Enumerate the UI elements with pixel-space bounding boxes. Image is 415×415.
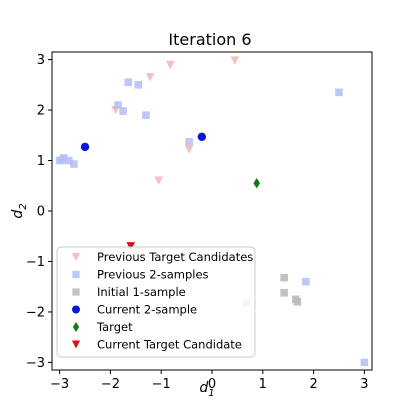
x-tick-label: 1 bbox=[259, 377, 267, 392]
x-tick-label: 2 bbox=[309, 377, 317, 392]
previous-2-samples-point bbox=[302, 277, 310, 286]
initial-1-sample-point bbox=[293, 298, 302, 306]
previous-2-samples-point bbox=[114, 101, 122, 109]
legend: Previous Target Candidates Previous 2-sam… bbox=[56, 246, 256, 358]
previous-2-samples-point bbox=[360, 358, 369, 367]
legend-label-previous-target-candidates: Previous Target Candidates bbox=[97, 250, 253, 264]
previous-target-candidates-point bbox=[184, 145, 194, 154]
previous-target-candidates-point bbox=[166, 60, 175, 70]
initial-1-sample-point bbox=[280, 273, 288, 282]
legend-label-previous-2-samples: Previous 2-samples bbox=[97, 268, 209, 282]
x-tick-label: −1 bbox=[152, 377, 171, 392]
target-point bbox=[253, 178, 260, 189]
previous-2-samples-point bbox=[119, 107, 127, 115]
x-tick-label: −3 bbox=[50, 377, 69, 392]
legend-marker-current-2-sample bbox=[72, 305, 80, 314]
legend-marker-current-target-candidate bbox=[71, 340, 81, 349]
legend-label-current-2-sample: Current 2-sample bbox=[97, 303, 197, 317]
legend-label-target: Target bbox=[96, 320, 133, 334]
previous-target-candidates-point bbox=[154, 176, 163, 185]
previous-target-candidates-point bbox=[230, 56, 240, 65]
legend-marker-initial-1-sample bbox=[72, 288, 80, 296]
legend-box bbox=[56, 246, 256, 358]
previous-2-samples-point bbox=[64, 156, 73, 165]
current-target-candidate-point bbox=[126, 242, 136, 251]
x-axis-label: d1 bbox=[199, 380, 214, 399]
previous-2-samples-point bbox=[185, 138, 193, 146]
y-tick-label: 0 bbox=[37, 205, 45, 220]
legend-marker-previous-2-samples bbox=[72, 270, 80, 279]
previous-2-samples-point bbox=[134, 81, 143, 89]
data-points bbox=[55, 56, 369, 367]
previous-2-samples-point bbox=[70, 160, 78, 168]
y-tick-label: −3 bbox=[26, 356, 45, 371]
previous-2-samples-point bbox=[335, 88, 343, 97]
y-tick-label: −2 bbox=[26, 305, 45, 320]
legend-label-current-target-candidate: Current Target Candidate bbox=[97, 338, 242, 352]
y-tick-label: 1 bbox=[37, 154, 45, 169]
chart-title: Iteration 6 bbox=[168, 30, 251, 49]
previous-2-samples-point bbox=[58, 156, 66, 164]
legend-marker-previous-target-candidates bbox=[71, 253, 81, 261]
previous-2-samples-point bbox=[124, 78, 132, 87]
y-tick-label: −1 bbox=[26, 255, 45, 270]
y-tick-label: 3 bbox=[37, 53, 45, 68]
axis-ticks: −3 −2 −1 0 1 2 3 −3 −2 −1 0 1 2 3 bbox=[26, 53, 369, 392]
legend-label-initial-1-sample: Initial 1-sample bbox=[97, 285, 186, 299]
current-2-sample-point bbox=[197, 132, 207, 141]
current-2-sample-point bbox=[80, 142, 90, 152]
y-axis-label: d2 bbox=[10, 203, 29, 218]
x-tick-label: 0 bbox=[208, 377, 216, 392]
y-tick-label: 2 bbox=[37, 104, 45, 119]
x-tick-label: −2 bbox=[101, 377, 120, 392]
legend-marker-target bbox=[72, 322, 80, 332]
previous-2-samples-point bbox=[142, 111, 150, 119]
initial-1-sample-point bbox=[280, 288, 288, 297]
previous-target-candidates-point bbox=[145, 73, 155, 82]
x-tick-label: 3 bbox=[360, 377, 368, 392]
